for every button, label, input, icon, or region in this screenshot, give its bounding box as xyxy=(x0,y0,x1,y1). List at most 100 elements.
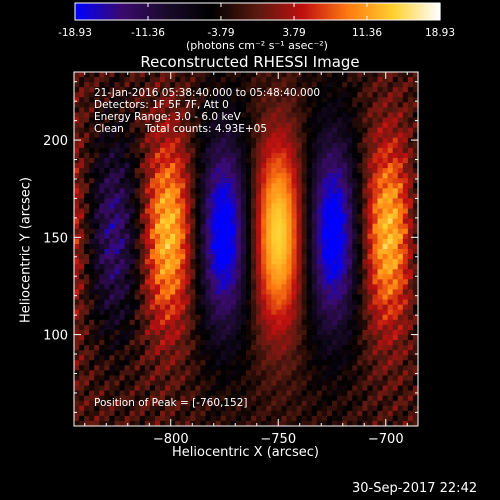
heatmap-cell xyxy=(402,92,409,98)
heatmap-cell xyxy=(306,97,313,103)
heatmap-cell xyxy=(316,92,323,98)
heatmap-cell xyxy=(215,228,222,235)
heatmap-cell xyxy=(382,289,389,296)
heatmap-cell xyxy=(362,142,368,149)
heatmap-cell xyxy=(306,92,313,98)
heatmap-cell xyxy=(94,157,100,164)
heatmap-cell xyxy=(387,137,394,144)
heatmap-cell xyxy=(119,380,126,387)
heatmap-cell xyxy=(377,360,384,366)
heatmap-cell xyxy=(256,319,262,326)
heatmap-cell xyxy=(301,152,308,159)
heatmap-cell xyxy=(99,385,105,392)
heatmap-cell xyxy=(387,233,394,240)
heatmap-cell xyxy=(412,294,419,301)
heatmap-cell xyxy=(190,400,196,407)
heatmap-cell xyxy=(332,334,338,341)
heatmap-cell xyxy=(84,294,90,301)
heatmap-cell xyxy=(281,385,287,392)
heatmap-cell xyxy=(149,117,156,124)
heatmap-cell xyxy=(180,77,186,83)
heatmap-cell xyxy=(220,152,227,159)
heatmap-cell xyxy=(367,223,373,230)
heatmap-cell xyxy=(382,340,389,346)
heatmap-cell xyxy=(392,400,399,407)
colorbar-swatch xyxy=(141,3,145,20)
heatmap-cell xyxy=(185,147,191,154)
heatmap-cell xyxy=(382,395,389,402)
heatmap-cell xyxy=(195,228,201,235)
heatmap-cell xyxy=(200,274,207,280)
heatmap-cell xyxy=(372,329,379,336)
heatmap-cell xyxy=(200,157,207,164)
heatmap-cell xyxy=(109,269,115,275)
heatmap-cell xyxy=(129,243,136,250)
heatmap-cell xyxy=(402,173,409,179)
heatmap-cell xyxy=(94,102,100,108)
heatmap-cell xyxy=(149,324,156,331)
heatmap-cell xyxy=(392,168,399,174)
heatmap-cell xyxy=(94,193,100,199)
heatmap-cell xyxy=(402,233,409,240)
heatmap-cell xyxy=(397,254,404,260)
heatmap-cell xyxy=(220,249,227,255)
heatmap-cell xyxy=(271,249,277,255)
heatmap-cell xyxy=(89,102,95,108)
heatmap-cell xyxy=(149,274,156,280)
heatmap-cell xyxy=(347,340,353,346)
heatmap-cell xyxy=(392,72,399,78)
heatmap-cell xyxy=(154,355,161,361)
heatmap-cell xyxy=(240,107,247,113)
heatmap-cell xyxy=(357,299,363,306)
heatmap-cell xyxy=(134,193,141,199)
heatmap-cell xyxy=(89,269,95,275)
heatmap-cell xyxy=(149,122,156,129)
heatmap-cell xyxy=(412,203,419,210)
heatmap-cell xyxy=(382,284,389,290)
heatmap-cell xyxy=(124,385,131,392)
heatmap-cell xyxy=(114,183,121,189)
heatmap-cell xyxy=(149,279,156,285)
heatmap-cell xyxy=(190,97,196,103)
heatmap-cell xyxy=(256,127,262,134)
heatmap-cell xyxy=(286,198,293,204)
heatmap-cell xyxy=(311,173,318,179)
heatmap-cell xyxy=(261,395,267,402)
heatmap-cell xyxy=(392,112,399,119)
colorbar-swatch xyxy=(381,3,384,20)
heatmap-cell xyxy=(347,289,353,296)
heatmap-cell xyxy=(114,132,121,139)
colorbar-swatch xyxy=(137,3,141,20)
heatmap-cell xyxy=(109,218,115,225)
heatmap-cell xyxy=(139,390,146,397)
heatmap-cell xyxy=(144,365,151,371)
colorbar-swatch xyxy=(239,3,242,20)
heatmap-cell xyxy=(326,92,333,98)
heatmap-cell xyxy=(377,259,384,265)
heatmap-cell xyxy=(301,289,308,296)
heatmap-cell xyxy=(321,178,328,184)
heatmap-cell xyxy=(149,147,156,154)
heatmap-cell xyxy=(119,420,126,427)
heatmap-cell xyxy=(99,243,105,250)
heatmap-cell xyxy=(261,264,267,270)
colorbar-swatch xyxy=(340,3,344,20)
heatmap-cell xyxy=(352,415,358,422)
heatmap-cell xyxy=(154,289,161,296)
heatmap-cell xyxy=(129,410,136,417)
heatmap-cell xyxy=(190,72,196,78)
heatmap-cell xyxy=(397,233,404,240)
heatmap-cell xyxy=(352,264,358,270)
heatmap-cell xyxy=(240,294,247,301)
heatmap-cell xyxy=(195,132,201,139)
heatmap-cell xyxy=(337,213,343,220)
heatmap-cell xyxy=(316,415,323,422)
heatmap-cell xyxy=(377,380,384,387)
heatmap-cell xyxy=(301,304,308,311)
heatmap-cell xyxy=(301,193,308,199)
heatmap-cell xyxy=(281,405,287,412)
heatmap-cell xyxy=(220,269,227,275)
heatmap-cell xyxy=(215,350,222,356)
heatmap-cell xyxy=(215,127,222,134)
heatmap-cell xyxy=(407,274,414,280)
